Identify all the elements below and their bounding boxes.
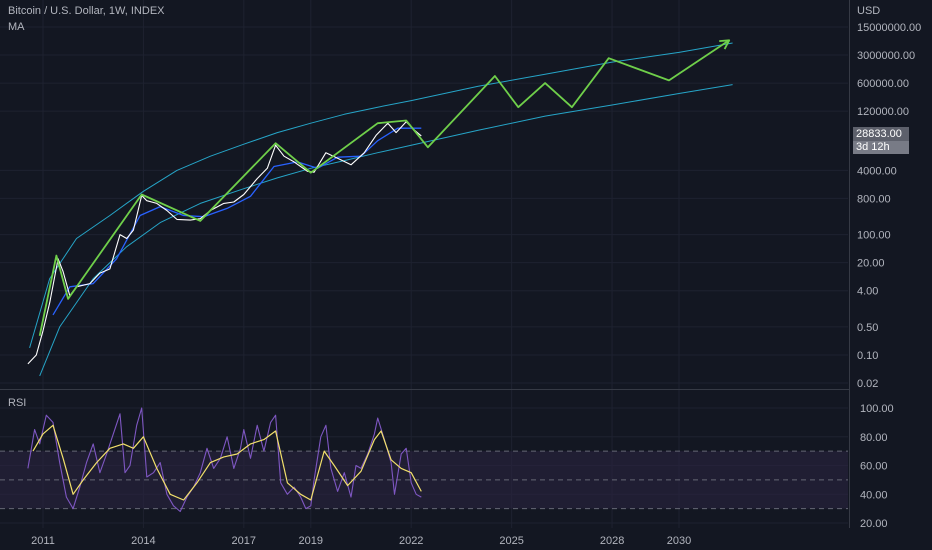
currency-label: USD xyxy=(857,5,881,17)
rsi-line xyxy=(27,407,422,513)
price-tick-label: 0.50 xyxy=(857,322,878,334)
time-tick-label: 2019 xyxy=(299,535,323,547)
series-layer xyxy=(27,39,733,513)
time-tick-label: 2025 xyxy=(499,535,523,547)
price-tick-label: 4000.00 xyxy=(857,165,897,177)
rsi-ma-line xyxy=(32,424,422,501)
price-line xyxy=(27,121,422,365)
rsi-tick-label: 80.00 xyxy=(860,432,888,444)
time-tick-label: 2022 xyxy=(399,535,423,547)
price-tick-label: 20.00 xyxy=(857,258,885,270)
price-tick-label: 4.00 xyxy=(857,286,878,298)
price-tick-label: 3000000.00 xyxy=(857,50,915,62)
price-tick-label: 0.02 xyxy=(857,378,878,390)
price-tick-label: 15000000.00 xyxy=(857,22,921,34)
price-tick-label: 100.00 xyxy=(857,230,891,242)
price-axis[interactable]: 15000000.00 3000000.00 600000.00 120000.00 4… xyxy=(857,22,921,390)
time-axis[interactable]: 2011 2014 2017 2019 2022 2025 2028 2030 xyxy=(31,535,691,547)
time-tick-label: 2030 xyxy=(667,535,691,547)
grid-lines xyxy=(0,0,848,528)
time-tick-label: 2014 xyxy=(131,535,155,547)
rsi-tick-label: 40.00 xyxy=(860,489,888,501)
price-tick-label: 120000.00 xyxy=(857,106,909,118)
projection-arrowhead xyxy=(719,39,731,50)
current-price-tag: 28833.00 3d 12h xyxy=(853,127,909,154)
price-tick-label: 600000.00 xyxy=(857,78,909,90)
ma-indicator-label[interactable]: MA xyxy=(8,21,25,33)
current-price-value: 28833.00 xyxy=(856,128,902,140)
time-tick-label: 2017 xyxy=(232,535,256,547)
channel-lower-line xyxy=(39,84,733,377)
rsi-tick-label: 60.00 xyxy=(860,461,888,473)
price-tick-label: 0.10 xyxy=(857,350,878,362)
time-tick-label: 2028 xyxy=(600,535,624,547)
rsi-axis[interactable]: 100.00 80.00 60.00 40.00 20.00 xyxy=(860,403,894,530)
projection-line xyxy=(38,39,730,336)
price-tick-label: 800.00 xyxy=(857,193,891,205)
rsi-tick-label: 20.00 xyxy=(860,518,888,530)
bar-countdown: 3d 12h xyxy=(853,141,909,154)
time-tick-label: 2011 xyxy=(31,535,55,547)
channel-upper-line xyxy=(29,42,733,349)
symbol-title[interactable]: Bitcoin / U.S. Dollar, 1W, INDEX xyxy=(8,5,165,17)
rsi-tick-label: 100.00 xyxy=(860,403,894,415)
rsi-guide-lines xyxy=(0,450,848,510)
rsi-indicator-label[interactable]: RSI xyxy=(8,397,27,409)
moving-average-line xyxy=(52,127,422,316)
